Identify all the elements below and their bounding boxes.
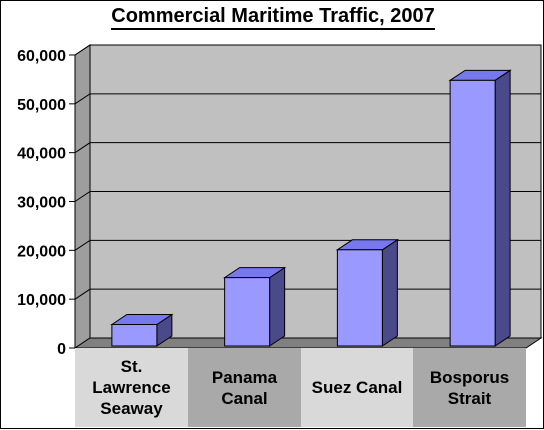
category-label: St. Lawrence Seaway: [75, 348, 188, 427]
category-label-line: Canal: [221, 388, 268, 408]
y-tick-label: 60,000: [17, 48, 66, 65]
bar-side: [269, 266, 286, 347]
category-label-line: Suez Canal: [311, 378, 403, 397]
bar: [111, 324, 158, 347]
category-label-line: Lawrence: [92, 378, 171, 397]
bar-side: [494, 69, 511, 347]
bar: [449, 79, 496, 347]
y-tick-label: 30,000: [17, 195, 66, 212]
y-tick-label: 10,000: [17, 292, 66, 309]
category-label: Panama Canal: [188, 348, 301, 427]
y-tick-label: 50,000: [17, 97, 66, 114]
chart-title: Commercial Maritime Traffic, 2007: [1, 5, 544, 30]
category-label: Bosporus Strait: [413, 348, 526, 427]
gridline: [74, 142, 541, 154]
bar: [224, 277, 271, 347]
category-label-line: St.: [120, 357, 143, 376]
y-tick-label: 40,000: [17, 146, 66, 163]
y-tick-label: 20,000: [17, 243, 66, 260]
gridline: [74, 93, 541, 105]
y-tick-label: 0: [57, 341, 66, 358]
bar: [336, 249, 383, 347]
bar-side: [381, 238, 398, 347]
category-label-line: Strait: [447, 388, 492, 408]
category-label-line: Bosporus: [429, 367, 510, 387]
category-label-line: Seaway: [100, 399, 163, 418]
category-label: Suez Canal: [301, 348, 413, 427]
gridline: [74, 191, 541, 202]
category-label-line: Panama: [211, 367, 278, 387]
gridline: [74, 44, 541, 56]
